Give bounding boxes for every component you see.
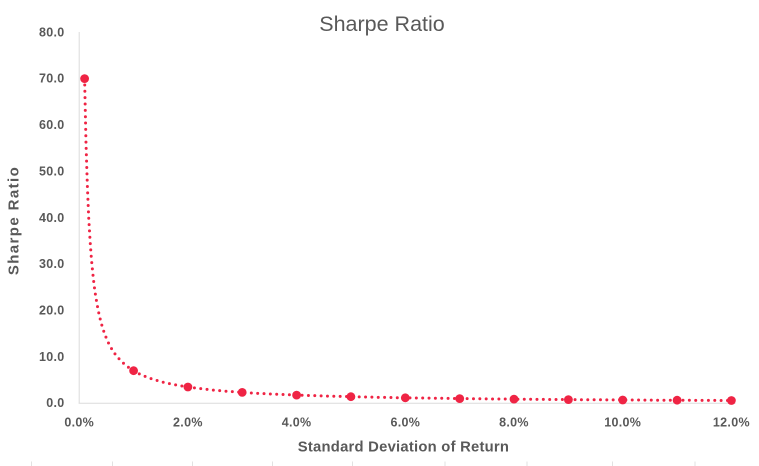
svg-text:10.0: 10.0	[39, 350, 65, 364]
svg-text:Sharpe Ratio: Sharpe Ratio	[6, 166, 23, 275]
svg-text:50.0: 50.0	[39, 164, 65, 178]
svg-text:Standard Deviation of Return: Standard Deviation of Return	[298, 440, 509, 456]
svg-text:40.0: 40.0	[39, 211, 65, 225]
svg-text:80.0: 80.0	[39, 25, 65, 39]
svg-text:60.0: 60.0	[39, 118, 65, 132]
svg-text:2.0%: 2.0%	[173, 415, 203, 429]
svg-text:30.0: 30.0	[39, 257, 65, 271]
svg-text:4.0%: 4.0%	[282, 415, 312, 429]
svg-text:Sharpe Ratio: Sharpe Ratio	[319, 12, 445, 36]
svg-text:8.0%: 8.0%	[499, 415, 529, 429]
svg-text:0.0%: 0.0%	[64, 415, 94, 429]
svg-text:20.0: 20.0	[39, 304, 65, 318]
svg-text:6.0%: 6.0%	[390, 415, 420, 429]
svg-text:0.0: 0.0	[46, 396, 64, 410]
svg-text:70.0: 70.0	[39, 72, 65, 86]
svg-text:12.0%: 12.0%	[713, 415, 750, 429]
svg-text:10.0%: 10.0%	[604, 415, 641, 429]
